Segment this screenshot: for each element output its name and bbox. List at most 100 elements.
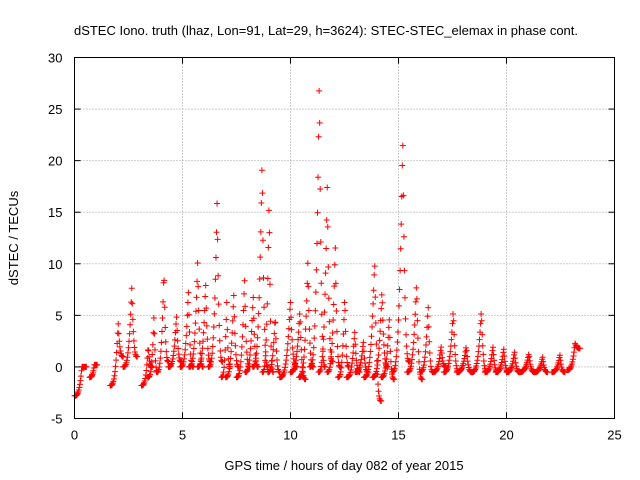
data-point <box>553 365 560 372</box>
data-point <box>250 315 257 322</box>
data-point <box>258 167 265 174</box>
y-tick-label: -5 <box>51 412 63 427</box>
data-point <box>425 323 432 330</box>
data-point <box>290 367 297 374</box>
data-point <box>420 362 427 369</box>
data-point <box>182 346 189 353</box>
data-point <box>331 261 338 268</box>
data-point <box>526 357 533 364</box>
data-point <box>110 375 117 382</box>
data-point <box>367 348 374 355</box>
data-point <box>76 381 83 388</box>
data-point <box>480 357 487 364</box>
data-point <box>403 343 410 350</box>
data-point <box>229 317 236 324</box>
data-point <box>157 348 164 355</box>
data-point <box>163 354 170 361</box>
data-point <box>234 363 241 370</box>
data-point <box>490 344 496 351</box>
data-point <box>248 328 255 335</box>
data-point <box>304 260 311 267</box>
data-point <box>212 254 219 261</box>
plot-frame <box>74 57 615 419</box>
data-point <box>158 328 165 335</box>
data-point <box>323 217 330 224</box>
data-point <box>258 200 265 207</box>
data-point <box>266 367 273 374</box>
data-point <box>77 377 84 384</box>
data-point <box>243 338 250 345</box>
data-point <box>301 353 307 360</box>
data-point <box>324 184 331 191</box>
data-point <box>327 360 334 367</box>
data-point <box>252 355 259 362</box>
data-point <box>351 329 358 336</box>
data-point <box>195 283 202 290</box>
data-point <box>333 328 340 335</box>
data-point <box>332 244 339 251</box>
data-point <box>251 331 258 338</box>
data-point <box>313 240 320 247</box>
data-point <box>385 324 392 331</box>
data-point <box>369 313 376 320</box>
data-point <box>156 360 163 367</box>
data-point <box>412 298 419 305</box>
data-point <box>420 364 427 371</box>
data-point <box>241 277 248 284</box>
data-point <box>540 358 547 365</box>
data-point <box>268 361 275 368</box>
data-point <box>326 335 333 342</box>
axis-ticks: 0 5 10 15 20 25 -5 0 5 10 15 20 25 30 <box>48 51 622 443</box>
data-point <box>365 363 372 370</box>
data-point <box>185 289 192 296</box>
data-point <box>131 348 138 355</box>
data-point <box>146 353 153 360</box>
data-point <box>198 350 205 357</box>
data-point <box>202 282 209 289</box>
data-point <box>285 325 292 332</box>
data-point <box>223 299 230 306</box>
data-point <box>412 311 419 318</box>
data-point <box>301 346 308 353</box>
data-point <box>227 355 234 362</box>
data-point <box>250 294 257 301</box>
data-point <box>371 373 378 380</box>
data-point <box>183 323 190 330</box>
data-point <box>433 366 440 373</box>
data-point <box>235 373 242 380</box>
data-point <box>337 371 344 378</box>
data-point <box>236 370 243 377</box>
data-point <box>450 310 457 317</box>
data-point <box>204 336 211 343</box>
data-point <box>129 316 136 323</box>
data-point <box>471 367 478 374</box>
data-point <box>122 362 129 369</box>
data-point <box>407 363 414 370</box>
data-point <box>78 367 85 374</box>
data-point <box>310 351 317 358</box>
data-point <box>398 221 405 228</box>
data-point <box>399 162 406 169</box>
data-point <box>350 349 357 356</box>
data-point <box>291 363 298 370</box>
data-point <box>449 320 456 327</box>
data-point <box>134 353 141 360</box>
data-point <box>181 355 188 362</box>
data-point <box>275 368 282 375</box>
data-point <box>200 329 207 336</box>
data-point <box>211 310 218 317</box>
data-point <box>474 357 481 364</box>
data-point <box>270 339 277 346</box>
data-point <box>279 372 286 379</box>
data-point <box>150 314 157 321</box>
data-point <box>267 318 274 325</box>
data-point <box>387 348 394 355</box>
data-point <box>266 229 273 236</box>
data-point <box>191 330 198 337</box>
data-point <box>143 367 150 374</box>
data-point <box>447 348 454 355</box>
data-point <box>297 334 304 341</box>
y-tick-label: 5 <box>55 308 62 323</box>
data-point <box>379 299 386 306</box>
data-point <box>476 336 483 343</box>
